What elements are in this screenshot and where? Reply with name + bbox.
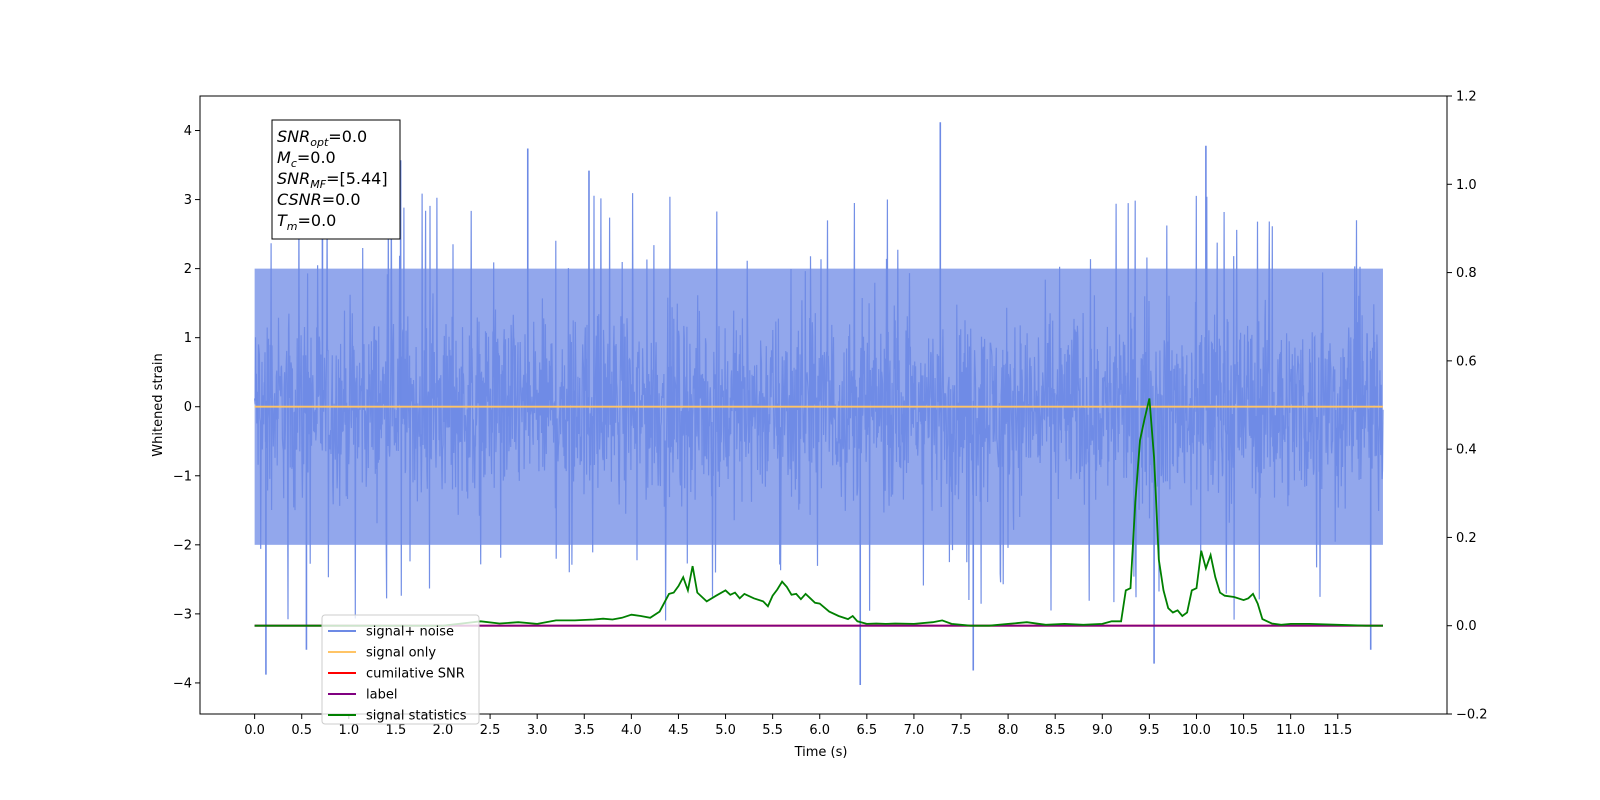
x-tick-label: 11.0 <box>1276 723 1305 738</box>
y-tick-label: −4 <box>173 676 192 691</box>
series-line-signal-statistics <box>254 398 1383 627</box>
x-tick-label: 0.0 <box>244 723 265 738</box>
x-tick-label: 8.0 <box>998 723 1019 738</box>
x-tick-label: 1.5 <box>386 723 407 738</box>
x-tick-label: 7.0 <box>904 723 925 738</box>
x-tick-label: 2.0 <box>433 723 454 738</box>
x-tick-label: 9.0 <box>1092 723 1113 738</box>
legend-label: signal only <box>366 646 436 661</box>
x-tick-label: 3.5 <box>574 723 595 738</box>
x-tick-label: 10.5 <box>1229 723 1258 738</box>
y-tick-label: 3 <box>184 193 192 208</box>
y-axis-right: 1.2 1.0 0.8 0.6 0.4 0.2 0.0 −0.2 <box>1447 90 1488 723</box>
y2-tick-label: 0.4 <box>1456 443 1477 458</box>
y-axis-label: Whitened strain <box>151 353 166 456</box>
x-tick-label: 4.5 <box>668 723 689 738</box>
y-tick-label: 2 <box>184 262 192 277</box>
y-tick-label: 0 <box>184 400 192 415</box>
info-box-frame <box>271 119 401 240</box>
x-tick-label: 10.0 <box>1182 723 1211 738</box>
x-tick-label: 6.5 <box>856 723 877 738</box>
y2-tick-label: 0.2 <box>1456 531 1477 546</box>
y2-tick-label: 0.6 <box>1456 354 1477 369</box>
x-tick-label: 8.5 <box>1045 723 1066 738</box>
plot-frame <box>199 95 1448 715</box>
y2-tick-label: 0.0 <box>1456 619 1477 634</box>
x-tick-label: 4.0 <box>621 723 642 738</box>
y2-tick-label: 0.8 <box>1456 266 1477 281</box>
legend-label: signal statistics <box>366 709 467 724</box>
legend-frame <box>321 614 480 725</box>
y-tick-label: −1 <box>173 469 192 484</box>
x-tick-label: 7.5 <box>951 723 972 738</box>
x-axis: 0.0 0.5 1.0 1.5 2.0 2.5 3.0 3.5 4.0 4.5 5.0 5.5 6.0 6… <box>244 714 1352 738</box>
y-tick-label: −2 <box>173 538 192 553</box>
legend-label: signal+ noise <box>366 625 454 640</box>
x-tick-label: 6.0 <box>809 723 830 738</box>
info-line: CSNR=0.0 <box>277 190 361 209</box>
y2-tick-label: 1.0 <box>1456 178 1477 193</box>
x-tick-label: 11.5 <box>1323 723 1352 738</box>
info-line: SNRopt=0.0 <box>277 127 367 149</box>
x-tick-label: 5.0 <box>715 723 736 738</box>
x-tick-label: 5.5 <box>762 723 783 738</box>
x-tick-label: 3.0 <box>527 723 548 738</box>
legend: signal+ noise signal only cumilative SNR la… <box>321 614 480 725</box>
y-tick-label: −3 <box>173 607 192 622</box>
x-tick-label: 0.5 <box>291 723 312 738</box>
x-tick-label: 1.0 <box>338 723 359 738</box>
y2-tick-label: −0.2 <box>1456 708 1488 723</box>
y-tick-label: 1 <box>184 331 192 346</box>
x-tick-label: 2.5 <box>480 723 501 738</box>
y-tick-label: 4 <box>184 124 192 139</box>
info-line: SNRMF=[5.44] <box>277 169 388 191</box>
legend-label: cumilative SNR <box>366 667 465 682</box>
x-axis-label: Time (s) <box>794 745 848 760</box>
y2-tick-label: 1.2 <box>1456 90 1477 105</box>
info-line: Mc=0.0 <box>277 148 336 170</box>
info-line: Tm=0.0 <box>277 211 336 233</box>
legend-label: label <box>366 688 397 703</box>
y-axis-left: 4 3 2 1 0 −1 −2 −3 −4 <box>173 124 200 691</box>
x-tick-label: 9.5 <box>1139 723 1160 738</box>
